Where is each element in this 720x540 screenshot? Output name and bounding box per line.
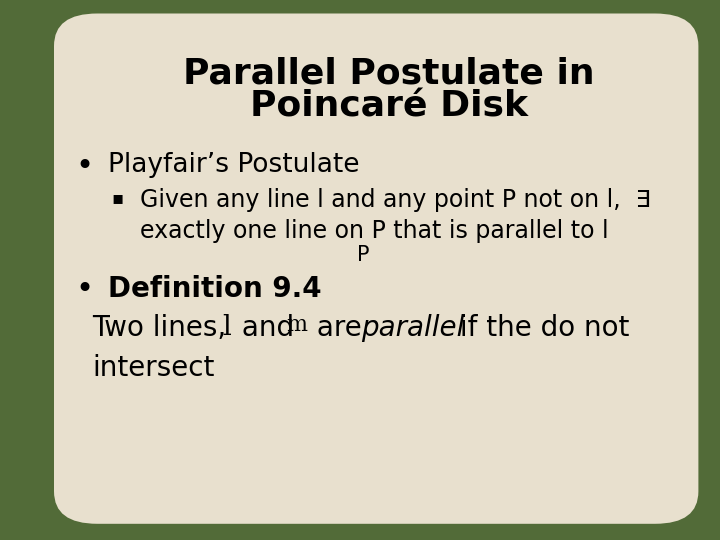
Text: •: •	[76, 275, 94, 305]
Text: if the do not: if the do not	[451, 314, 629, 342]
Text: Playfair’s Postulate: Playfair’s Postulate	[108, 152, 359, 178]
Text: m: m	[287, 314, 307, 336]
Text: and: and	[233, 314, 303, 342]
Text: l: l	[222, 314, 231, 341]
Text: Poincaré Disk: Poincaré Disk	[250, 89, 528, 123]
Text: intersect: intersect	[92, 354, 215, 382]
Text: P: P	[357, 245, 370, 265]
Text: exactly one line on P that is parallel to l: exactly one line on P that is parallel t…	[140, 219, 609, 242]
Text: ▪: ▪	[112, 189, 124, 207]
Text: Two lines,: Two lines,	[92, 314, 235, 342]
Text: Definition 9.4: Definition 9.4	[108, 275, 322, 303]
Text: •: •	[76, 152, 94, 181]
Text: parallel: parallel	[361, 314, 465, 342]
Text: Given any line l and any point P not on l,  ∃: Given any line l and any point P not on …	[140, 188, 651, 212]
Text: Parallel Postulate in: Parallel Postulate in	[183, 57, 595, 91]
Text: are: are	[308, 314, 371, 342]
